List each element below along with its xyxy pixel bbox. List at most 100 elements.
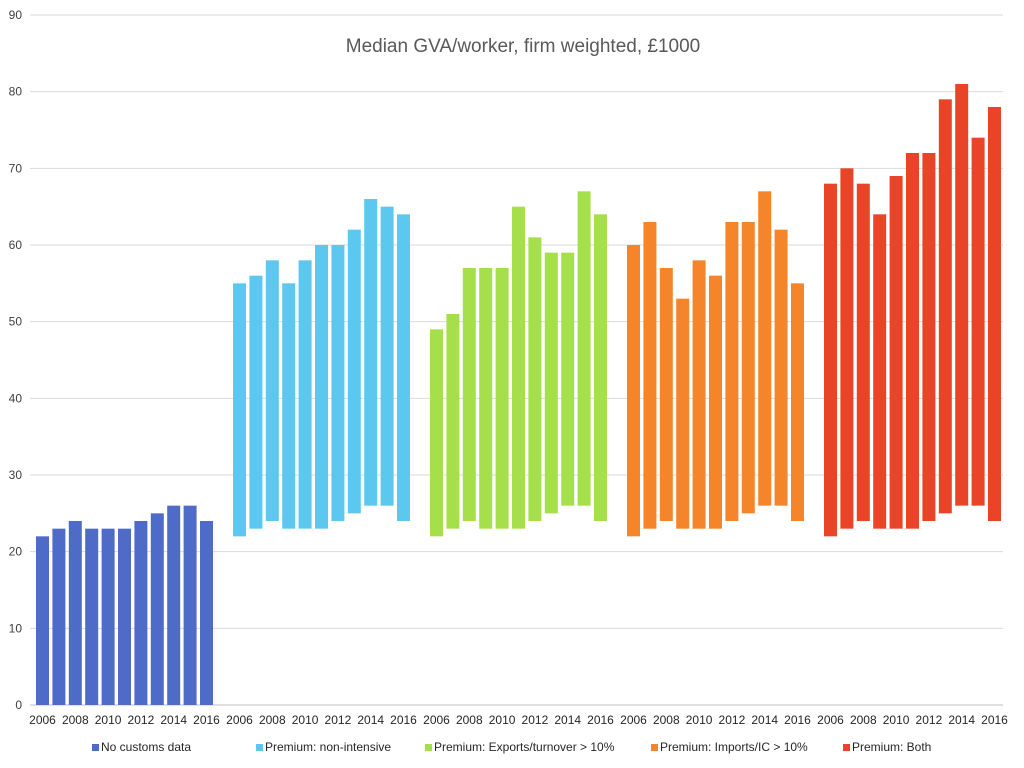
x-tick-label: 2012 (325, 713, 352, 727)
bar (446, 314, 460, 529)
y-tick-label: 10 (9, 621, 23, 635)
bar-series (233, 199, 410, 537)
bar (577, 191, 591, 506)
bar (709, 275, 722, 529)
bar (331, 245, 345, 521)
bar (200, 521, 213, 705)
x-tick-label: 2006 (620, 713, 647, 727)
bar (955, 84, 969, 506)
bar (265, 260, 279, 521)
bar (922, 153, 936, 521)
legend-swatch (651, 744, 658, 751)
x-tick-label: 2016 (784, 713, 811, 727)
x-tick-label: 2008 (850, 713, 877, 727)
bar (101, 528, 115, 705)
bar (856, 183, 870, 521)
x-tick-label: 2012 (719, 713, 746, 727)
bar (150, 513, 164, 705)
bar-series (430, 191, 607, 537)
x-tick-label: 2010 (95, 713, 122, 727)
x-tick-label: 2006 (817, 713, 844, 727)
y-tick-label: 50 (9, 315, 23, 329)
x-tick-label: 2008 (62, 713, 89, 727)
bar (347, 229, 361, 514)
x-tick-label: 2014 (751, 713, 778, 727)
bar (627, 245, 640, 537)
bar (167, 505, 181, 705)
bar (430, 329, 443, 537)
chart-title: Median GVA/worker, firm weighted, £1000 (346, 36, 701, 57)
bar (397, 214, 410, 522)
x-tick-label: 2012 (128, 713, 155, 727)
x-tick-label: 2010 (292, 713, 319, 727)
bar (36, 536, 49, 705)
bar (938, 99, 952, 514)
bar-series (627, 191, 804, 537)
bar (495, 268, 509, 529)
bar (889, 176, 903, 529)
bar (479, 268, 493, 529)
legend-swatch (256, 744, 263, 751)
bar (512, 206, 525, 529)
bar (52, 528, 66, 705)
bars-layer (36, 84, 1001, 705)
bar (183, 505, 197, 705)
x-tick-label: 2012 (916, 713, 943, 727)
bar (774, 229, 788, 506)
x-tick-label: 2006 (29, 713, 56, 727)
bar (462, 268, 476, 521)
x-tick-label: 2014 (160, 713, 187, 727)
bar (233, 283, 246, 537)
x-tick-label: 2012 (522, 713, 549, 727)
legend-swatch (843, 744, 850, 751)
bar (561, 252, 575, 506)
bar (282, 283, 296, 529)
x-tick-label: 2014 (357, 713, 384, 727)
bar (134, 521, 148, 705)
bar (840, 168, 854, 529)
bar (659, 268, 673, 521)
legend-item: Premium: Imports/IC > 10% (651, 740, 808, 754)
x-tick-label: 2014 (948, 713, 975, 727)
x-tick-label: 2014 (554, 713, 581, 727)
bar (758, 191, 772, 506)
y-tick-label: 20 (9, 545, 23, 559)
legend-swatch (425, 744, 432, 751)
legend-swatch (92, 744, 99, 751)
bar (118, 528, 131, 705)
bar (380, 206, 394, 506)
legend-label: Premium: Imports/IC > 10% (660, 740, 808, 754)
x-tick-label: 2008 (259, 713, 286, 727)
x-tick-label: 2016 (587, 713, 614, 727)
bar (741, 222, 755, 514)
y-tick-label: 70 (9, 161, 23, 175)
legend-item: Premium: non-intensive (256, 740, 391, 754)
legend-label: Premium: Exports/turnover > 10% (434, 740, 615, 754)
y-tick-label: 30 (9, 468, 23, 482)
bar (873, 214, 887, 529)
bar (528, 237, 542, 522)
legend: No customs data Premium: non-intensive Pre… (92, 740, 931, 754)
bar (988, 107, 1001, 521)
bar (364, 199, 378, 506)
x-tick-label: 2008 (653, 713, 680, 727)
bar-series (824, 84, 1001, 537)
y-tick-label: 90 (9, 8, 23, 22)
bar (824, 183, 837, 537)
y-tick-label: 60 (9, 238, 23, 252)
x-tick-label: 2008 (456, 713, 483, 727)
bar (298, 260, 312, 529)
bar (906, 153, 919, 529)
bar (791, 283, 804, 521)
x-tick-label: 2010 (883, 713, 910, 727)
bar-series (36, 505, 213, 705)
x-tick-label: 2010 (686, 713, 713, 727)
y-tick-label: 40 (9, 391, 23, 405)
bar (971, 137, 985, 506)
y-tick-label: 0 (15, 698, 22, 712)
bar (85, 528, 99, 705)
legend-label: Premium: non-intensive (265, 740, 391, 754)
y-tick-label: 80 (9, 85, 23, 99)
